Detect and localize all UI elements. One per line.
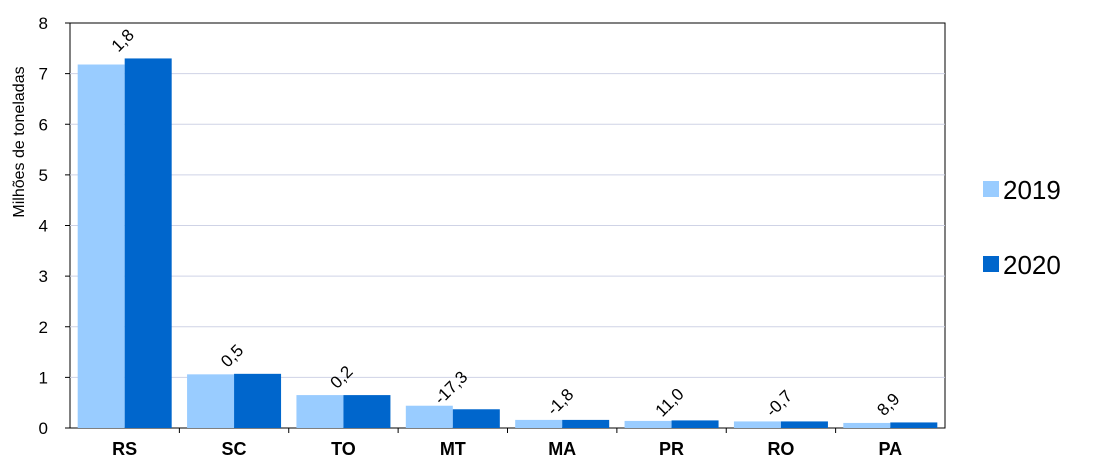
y-tick-label: 5 xyxy=(39,166,48,185)
bar-2020-ma xyxy=(562,419,610,428)
y-tick-label: 4 xyxy=(39,217,48,236)
y-tick-label: 2 xyxy=(39,318,48,337)
bar-2020-sc xyxy=(234,373,282,428)
y-tick-label: 3 xyxy=(39,267,48,286)
bar-2020-pa xyxy=(890,422,938,428)
bar-2019-mt xyxy=(405,405,453,428)
bars xyxy=(77,58,938,428)
bar-2019-ma xyxy=(515,419,563,428)
bar-2020-pr xyxy=(671,420,719,428)
category-label: RO xyxy=(767,439,794,457)
legend-swatch-2019 xyxy=(983,181,999,197)
bar-2020-to xyxy=(343,395,391,428)
bar-2020-mt xyxy=(452,409,500,428)
legend: 2019 2020 xyxy=(983,175,1061,280)
category-label: MT xyxy=(440,439,466,457)
y-tick-label: 8 xyxy=(39,14,48,33)
category-labels: RS SC TO MT MA PR RO PA xyxy=(112,428,902,457)
category-label: PR xyxy=(659,439,684,457)
category-label: SC xyxy=(222,439,247,457)
bar-2019-rs xyxy=(77,64,125,428)
bar-2019-pa xyxy=(843,422,891,428)
legend-label-2019: 2019 xyxy=(1003,175,1061,205)
category-label: RS xyxy=(112,439,137,457)
y-axis-label: Milhões de toneladas xyxy=(11,66,28,217)
legend-label-2020: 2020 xyxy=(1003,250,1061,280)
bar-2020-rs xyxy=(124,58,172,428)
category-label: PA xyxy=(878,439,902,457)
bar-2019-pr xyxy=(624,420,672,428)
y-tick-label: 1 xyxy=(39,368,48,387)
bar-2019-ro xyxy=(733,421,781,428)
y-tick-label: 7 xyxy=(39,65,48,84)
bar-2019-sc xyxy=(187,374,235,428)
y-tick-label: 6 xyxy=(39,115,48,134)
bar-2019-to xyxy=(296,395,344,428)
category-label: TO xyxy=(331,439,356,457)
category-label: MA xyxy=(548,439,576,457)
y-tick-label: 0 xyxy=(39,419,48,438)
bar-2020-ro xyxy=(780,421,828,428)
legend-swatch-2020 xyxy=(983,256,999,272)
y-tick-labels: 0 1 2 3 4 5 6 7 8 xyxy=(39,14,70,438)
